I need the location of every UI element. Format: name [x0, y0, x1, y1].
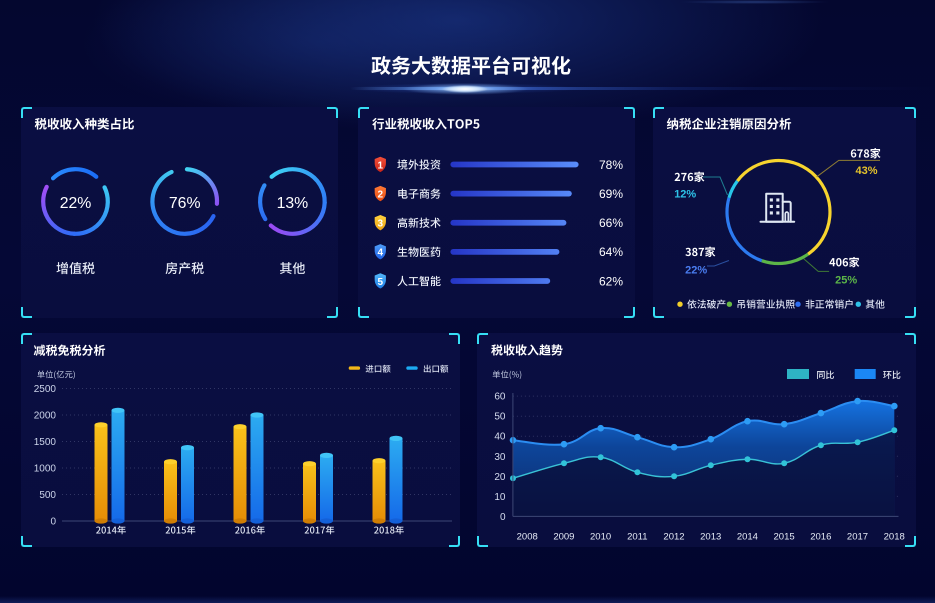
svg-text:2: 2: [378, 189, 384, 200]
svg-text:64%: 64%: [599, 245, 623, 259]
svg-text:2000: 2000: [34, 410, 57, 421]
svg-text:4: 4: [378, 248, 384, 259]
svg-text:500: 500: [39, 490, 56, 501]
svg-text:78%: 78%: [599, 158, 623, 172]
svg-text:0: 0: [50, 516, 56, 527]
svg-text:2008: 2008: [517, 532, 538, 543]
svg-text:12%: 12%: [674, 188, 696, 200]
svg-text:1500: 1500: [34, 437, 57, 448]
svg-text:2016: 2016: [810, 532, 831, 543]
svg-text:2011: 2011: [627, 532, 647, 543]
svg-text:25%: 25%: [835, 275, 857, 287]
svg-text:1000: 1000: [34, 463, 57, 474]
svg-text:2012: 2012: [663, 532, 684, 543]
svg-text:30: 30: [494, 452, 506, 463]
svg-text:40: 40: [494, 432, 506, 443]
svg-text:66%: 66%: [599, 216, 623, 230]
svg-text:43%: 43%: [856, 165, 878, 177]
svg-text:50: 50: [494, 412, 506, 423]
svg-text:2500: 2500: [34, 384, 57, 395]
svg-text:22%: 22%: [60, 195, 92, 212]
svg-text:5: 5: [378, 277, 384, 288]
svg-text:2018: 2018: [884, 532, 905, 543]
svg-text:13%: 13%: [277, 195, 309, 212]
svg-text:2009: 2009: [553, 532, 574, 543]
svg-text:2015: 2015: [774, 532, 795, 543]
svg-text:69%: 69%: [599, 187, 623, 201]
svg-text:1: 1: [378, 160, 384, 171]
svg-text:20: 20: [494, 472, 506, 483]
svg-text:2010: 2010: [590, 532, 611, 543]
svg-text:0: 0: [500, 512, 506, 523]
svg-text:2014: 2014: [737, 532, 758, 543]
svg-text:2013: 2013: [700, 532, 721, 543]
svg-text:62%: 62%: [599, 274, 623, 288]
svg-text:2017: 2017: [847, 532, 868, 543]
svg-text:60: 60: [494, 392, 506, 403]
svg-text:3: 3: [378, 219, 384, 230]
svg-text:22%: 22%: [685, 265, 707, 277]
svg-text:76%: 76%: [169, 195, 201, 212]
svg-text:10: 10: [494, 492, 506, 503]
